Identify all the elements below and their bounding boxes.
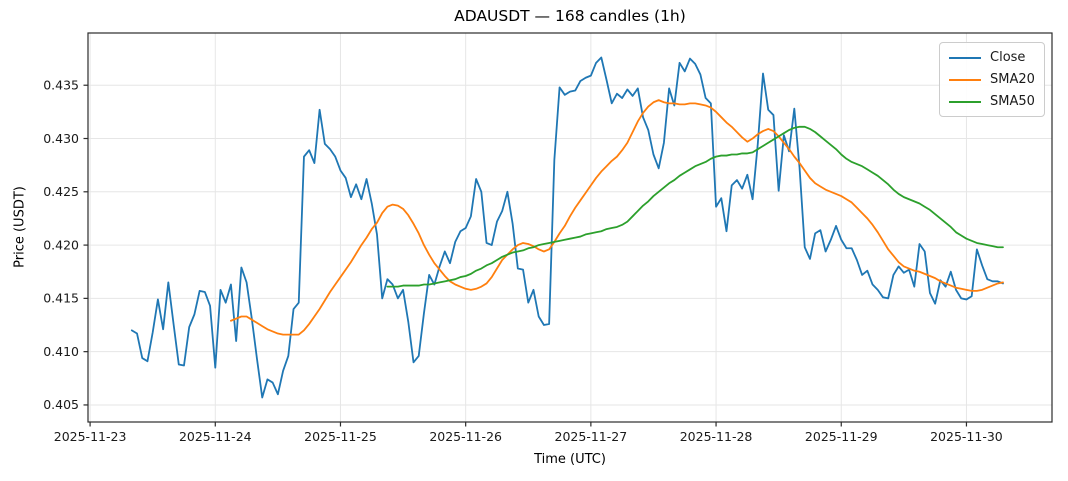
close-line (130, 56, 1004, 399)
sma20-line-swatch-icon (949, 78, 981, 81)
legend-label-sma50: SMA50 (990, 94, 1035, 109)
x-tick-label: 2025-11-24 (179, 429, 252, 444)
y-tick-label: 0.415 (43, 291, 79, 306)
x-tick-label: 2025-11-25 (304, 429, 377, 444)
y-axis-label: Price (USDT) (12, 186, 28, 268)
x-tick-label: 2025-11-28 (680, 429, 753, 444)
legend-label-close: Close (990, 50, 1026, 65)
y-tick-label: 0.410 (43, 344, 79, 359)
x-tick-label: 2025-11-23 (54, 429, 127, 444)
y-tick-label: 0.405 (43, 397, 79, 412)
y-tick-label: 0.435 (43, 78, 79, 93)
plot-spines (87, 32, 1053, 423)
legend-item-sma50: SMA50 (949, 94, 1035, 109)
x-tick-label: 2025-11-29 (805, 429, 878, 444)
legend-item-sma20: SMA20 (949, 72, 1035, 87)
sma50-line-swatch-icon (949, 100, 981, 103)
close-line-swatch-icon (949, 56, 981, 59)
sma50-line (386, 125, 1004, 288)
x-tick-label: 2025-11-30 (930, 429, 1003, 444)
y-tick-label: 0.430 (43, 131, 79, 146)
x-tick-label: 2025-11-26 (429, 429, 502, 444)
legend-item-close: Close (949, 50, 1035, 65)
x-axis-label: Time (UTC) (534, 452, 606, 467)
y-tick-label: 0.420 (43, 237, 79, 252)
x-tick-label: 2025-11-27 (555, 429, 628, 444)
legend: Close SMA20 SMA50 (939, 42, 1045, 117)
chart-title: ADAUSDT — 168 candles (1h) (454, 7, 686, 25)
y-tick-label: 0.425 (43, 184, 79, 199)
sma20-line (230, 99, 1004, 336)
legend-label-sma20: SMA20 (990, 72, 1035, 87)
